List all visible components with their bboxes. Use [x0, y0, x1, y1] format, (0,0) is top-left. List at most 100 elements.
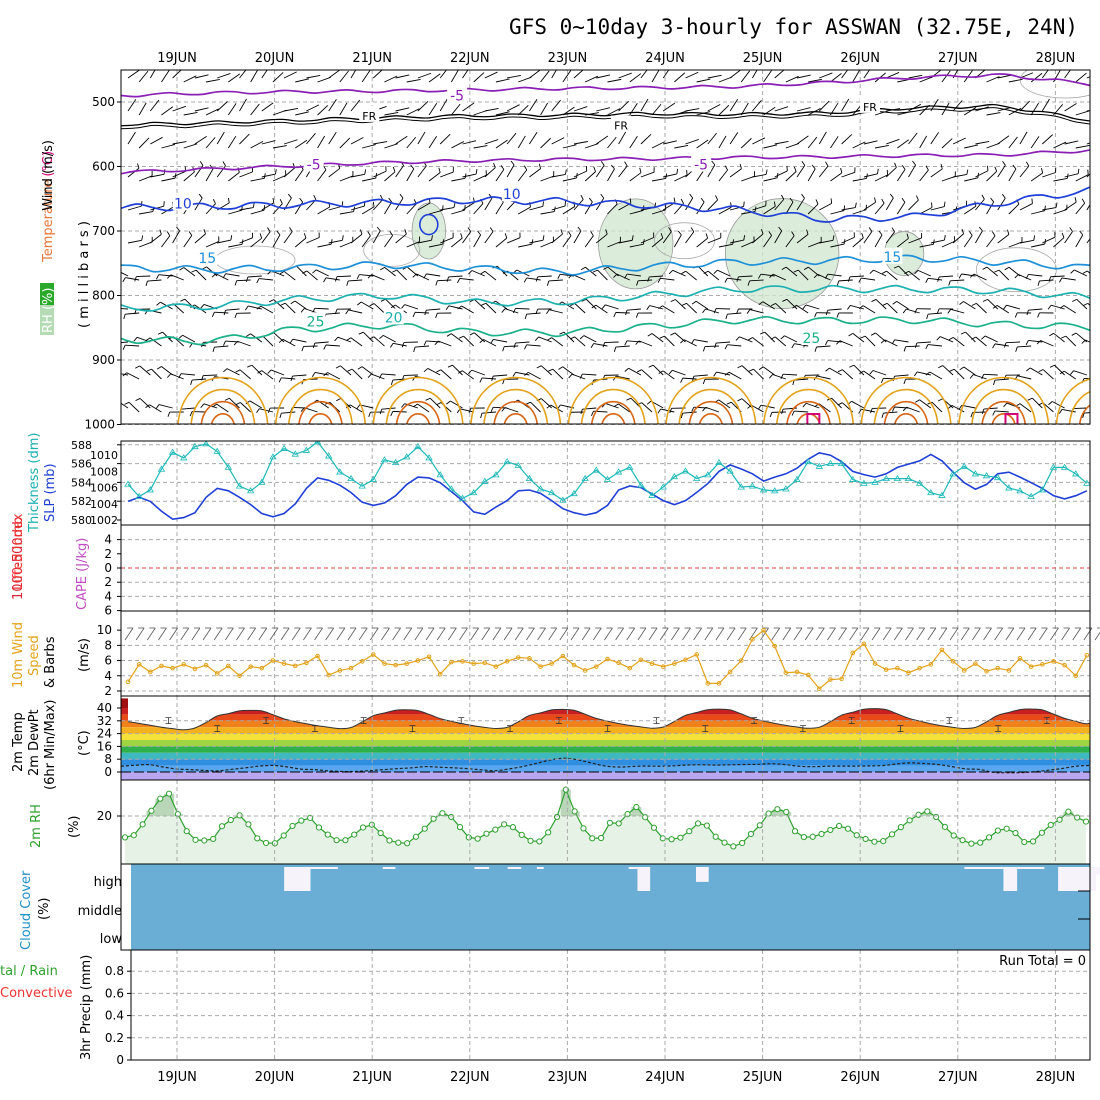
rh-blob — [411, 202, 446, 260]
wind-barb-flag — [1048, 401, 1053, 406]
wind10m-barb — [236, 627, 245, 641]
wind-barb — [225, 308, 240, 311]
thickness-marker — [938, 491, 946, 498]
wind-barb — [350, 205, 365, 211]
wind-barb — [139, 398, 151, 409]
thickness-marker — [804, 457, 812, 465]
wind-barb — [1042, 402, 1054, 413]
wind-marker — [906, 670, 911, 676]
wind-barb-flag — [680, 377, 684, 383]
wind-barb-flag — [279, 413, 282, 419]
wind-barb — [158, 404, 173, 409]
wind-barb — [1075, 234, 1084, 248]
wind-barb — [1063, 370, 1077, 380]
wind-barb — [638, 340, 653, 347]
rh-marker — [536, 838, 543, 845]
wind-barb — [940, 336, 954, 343]
wind-barb-flag — [278, 377, 282, 383]
thickness-axis-label: 1000-500mb — [11, 516, 26, 600]
wind-barb — [997, 197, 1006, 211]
wind-barb — [849, 275, 864, 278]
wind-barb-flag — [732, 239, 734, 245]
wind-barb-flag — [1095, 163, 1097, 168]
wind-barb — [640, 133, 652, 145]
wind-barb-flag — [602, 342, 606, 348]
axis-tick-label: 8 — [104, 638, 112, 652]
rh-marker — [985, 834, 993, 841]
wind-barb — [662, 370, 675, 380]
wind-barb — [260, 305, 274, 314]
wind-barb — [994, 343, 1009, 347]
temperature-band — [121, 727, 1090, 734]
wind-barb-flag — [122, 372, 127, 377]
wind-barb-flag — [389, 231, 393, 236]
wind-barb-flag — [112, 373, 115, 377]
rh-marker — [906, 817, 913, 824]
wind-barb — [517, 169, 528, 182]
wind10m-barb — [559, 627, 569, 641]
wind-barb — [450, 70, 459, 83]
wind-barb — [930, 206, 945, 211]
wind-barb — [850, 304, 865, 310]
wind-barb-flag — [613, 403, 619, 408]
temperature-band — [121, 720, 1090, 728]
wind-barb — [314, 341, 329, 344]
wind-barb — [493, 374, 508, 377]
rh2m-unit-label: (%) — [67, 816, 82, 839]
wind-barb-flag — [646, 305, 650, 310]
wind-barb — [283, 167, 295, 178]
wind-barb — [128, 401, 140, 413]
wind-barb-flag — [670, 332, 676, 336]
wind10m-barb — [592, 627, 602, 641]
thickness-marker — [514, 461, 522, 468]
wind-barb-flag — [893, 265, 899, 269]
day-label-bottom: 22JUN — [450, 1070, 490, 1085]
wind-barb — [753, 368, 764, 380]
wind-marker — [1006, 668, 1012, 673]
wind-barb-flag — [369, 303, 375, 307]
wind-barb — [774, 199, 785, 211]
thickness-marker — [659, 483, 667, 490]
wind-barb — [205, 108, 219, 116]
warm-contour — [470, 376, 561, 424]
wind-barb — [183, 143, 198, 149]
wind-barb — [150, 234, 162, 244]
rh-marker — [254, 835, 261, 842]
wind-barb — [605, 403, 619, 409]
wind-barb — [328, 168, 341, 178]
wind-barb-flag — [702, 346, 706, 352]
minmax-marker — [507, 725, 514, 732]
wind10m-barb — [905, 627, 914, 641]
wind-barb-flag — [590, 411, 594, 416]
wind-barb — [372, 199, 383, 211]
wind-barb-flag — [234, 280, 238, 286]
wind-barb-flag — [631, 235, 634, 241]
wind-barb — [784, 335, 798, 343]
wind-barb-flag — [801, 193, 805, 199]
wind10m-barb — [247, 627, 256, 641]
wind-barb — [306, 237, 320, 244]
wind-barb — [1042, 369, 1054, 380]
wind-barb-flag — [579, 335, 585, 340]
wind-barb-flag — [874, 197, 877, 203]
wind-barb-flag — [1081, 198, 1086, 204]
cloud-gap — [536, 867, 544, 869]
wind-barb — [328, 205, 343, 211]
wind-barb-flag — [702, 379, 706, 385]
wind-barb — [738, 275, 753, 278]
axis-tick-label: 2 — [104, 547, 112, 561]
temperature-contours — [121, 73, 1090, 346]
wind-barb-flag — [435, 313, 438, 319]
wind-barb-flag — [902, 308, 907, 314]
axis-tick-label: 500 — [92, 95, 115, 109]
axis-tick-label: 20 — [97, 809, 112, 823]
contour-line — [121, 315, 1090, 346]
axis-tick-label: 10 — [97, 623, 112, 637]
wind-barb — [961, 404, 976, 409]
thickness-marker — [1038, 486, 1047, 493]
wind-barb-flag — [806, 229, 809, 235]
contour-line — [121, 254, 1090, 276]
wind-barb — [325, 277, 340, 281]
wind-barb — [886, 302, 898, 314]
wind-barb-flag — [881, 198, 885, 204]
